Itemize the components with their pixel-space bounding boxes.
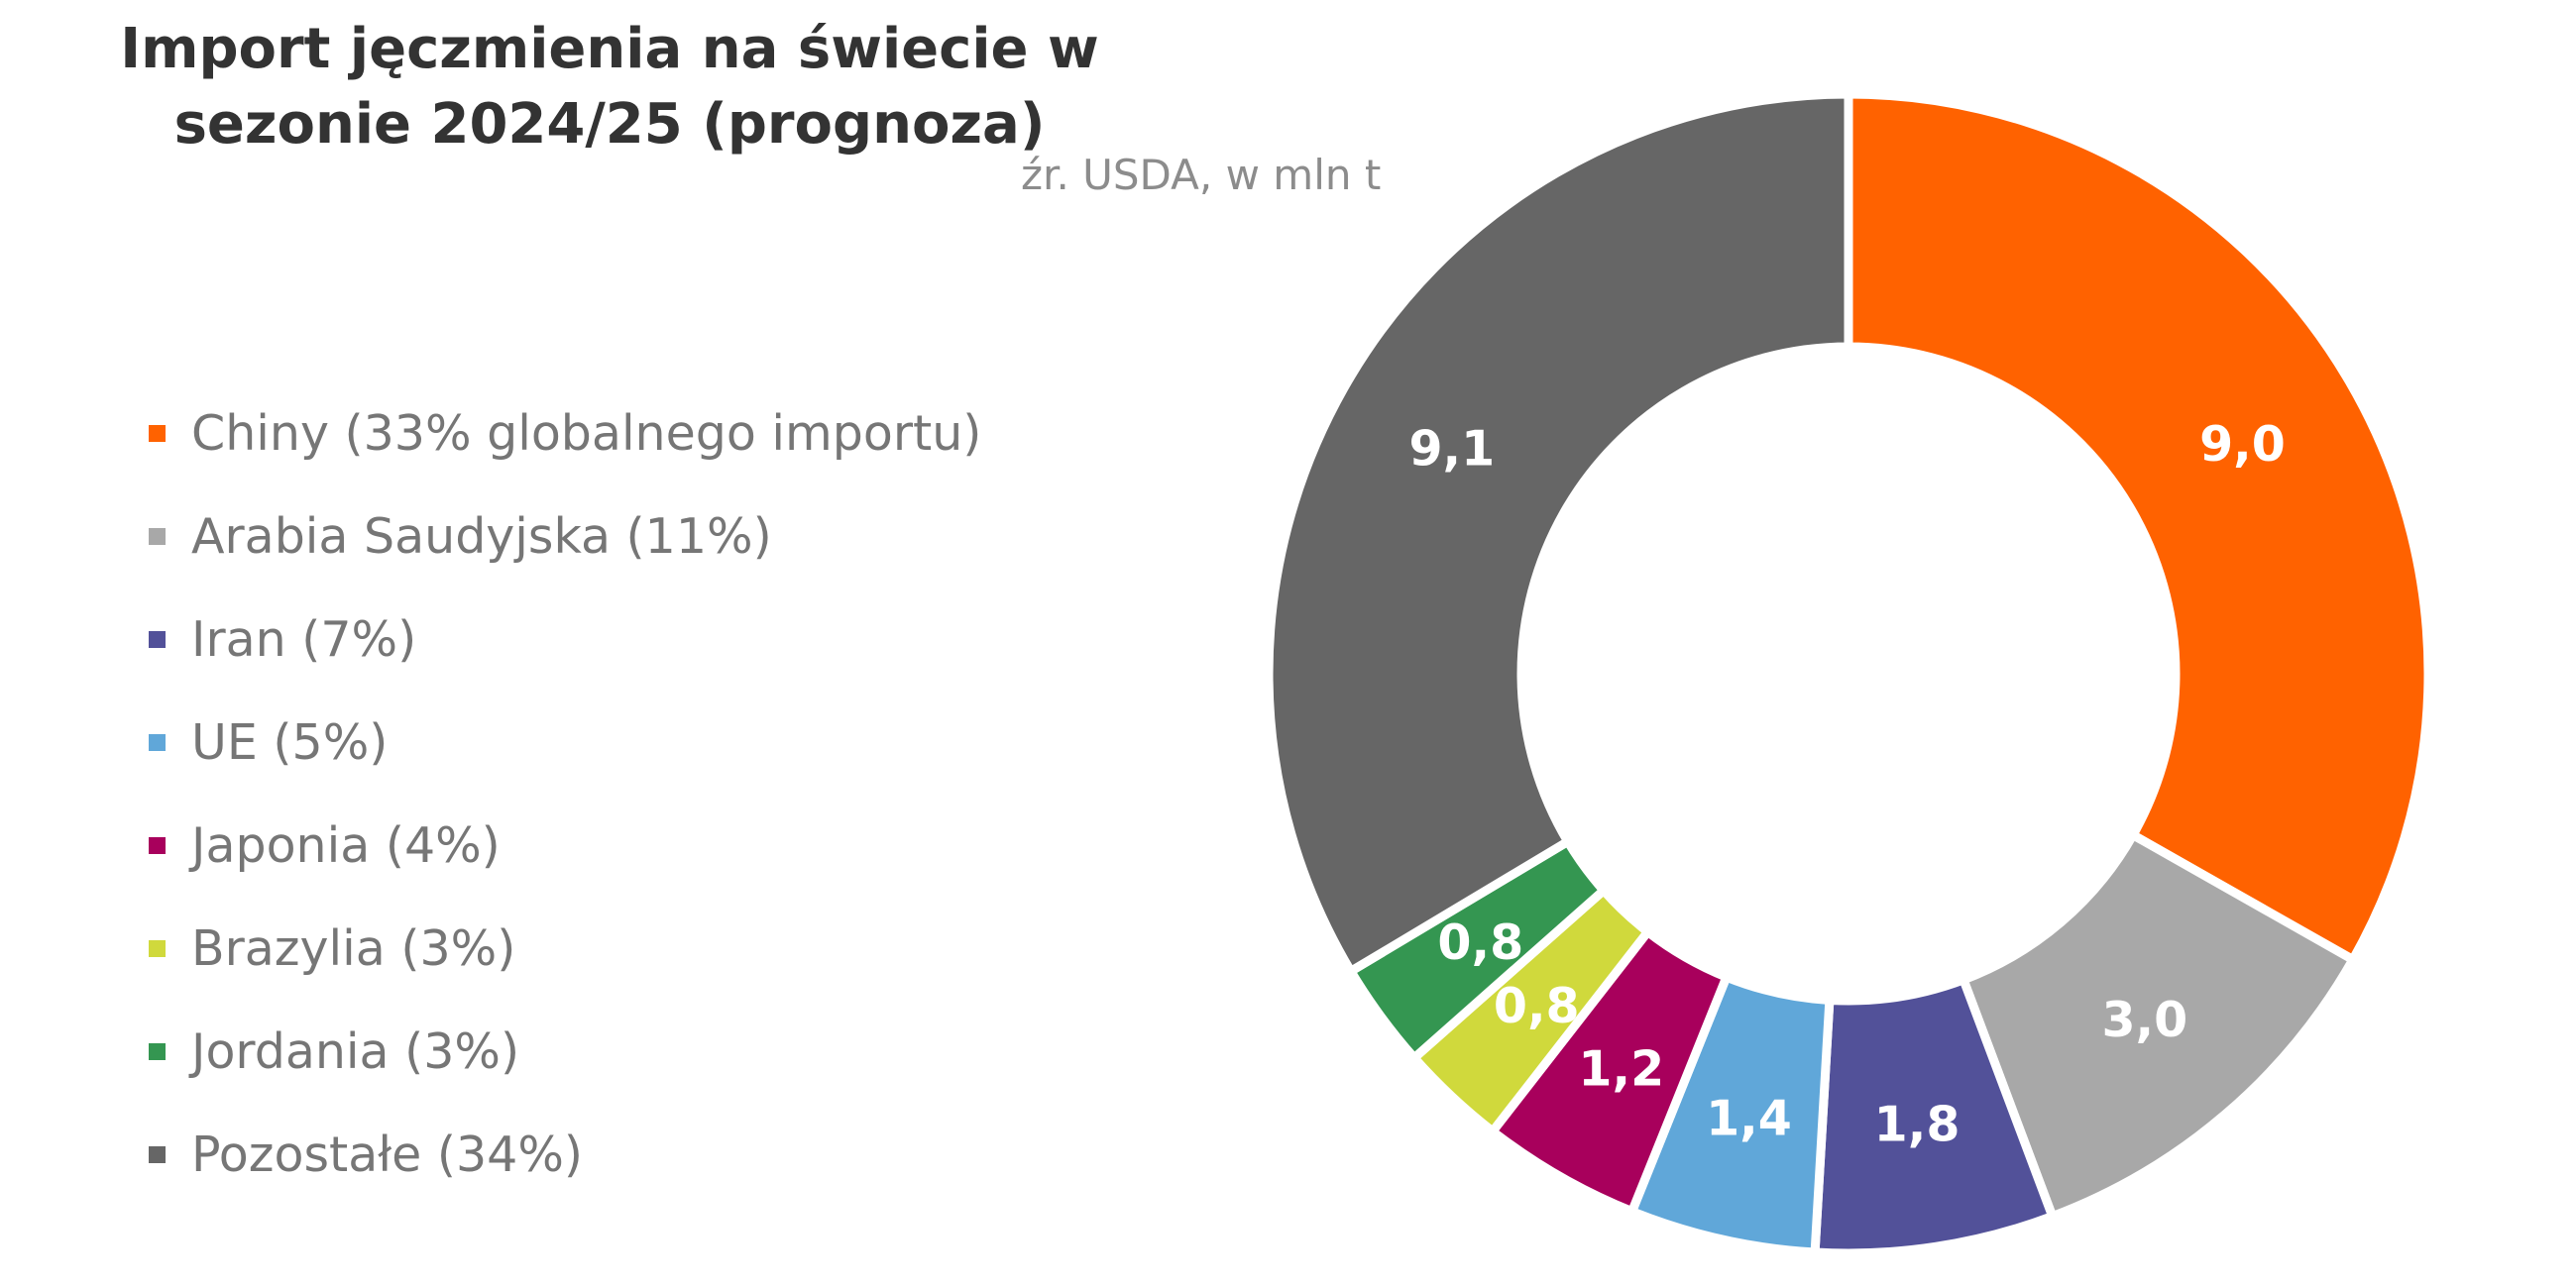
data-label: 9,1 <box>1408 421 1495 478</box>
legend-swatch <box>149 939 166 957</box>
legend-swatch <box>149 733 166 751</box>
legend-item: UE (5%) <box>149 691 981 794</box>
legend-label: Japonia (4%) <box>191 816 501 874</box>
legend-label: Brazylia (3%) <box>191 919 516 977</box>
legend-item: Pozostałe (34%) <box>149 1103 981 1206</box>
chart-subtitle: źr. USDA, w mln t <box>1021 151 1382 199</box>
data-label: 0,8 <box>1437 914 1523 971</box>
legend-label: Chiny (33% globalnego importu) <box>191 404 982 462</box>
legend-swatch <box>149 836 166 854</box>
legend-swatch <box>149 630 166 648</box>
legend-label: Iran (7%) <box>191 610 417 668</box>
legend-swatch <box>149 424 166 442</box>
legend-label: UE (5%) <box>191 713 389 771</box>
donut-slice <box>1844 89 2433 966</box>
legend-swatch <box>149 527 166 545</box>
data-label: 0,8 <box>1494 978 1580 1034</box>
legend: Chiny (33% globalnego importu) Arabia Sau… <box>149 381 981 1206</box>
legend-item: Jordania (3%) <box>149 1000 981 1103</box>
legend-label: Jordania (3%) <box>191 1022 520 1080</box>
legend-item: Japonia (4%) <box>149 794 981 897</box>
legend-item: Iran (7%) <box>149 588 981 691</box>
legend-swatch <box>149 1042 166 1060</box>
donut-slice <box>1958 828 2360 1223</box>
legend-item: Chiny (33% globalnego importu) <box>149 381 981 484</box>
data-label: 1,8 <box>1874 1096 1960 1152</box>
data-label: 1,2 <box>1578 1040 1664 1097</box>
legend-item: Brazylia (3%) <box>149 897 981 1000</box>
chart-title: Import jęczmienia na świecie w sezonie 2… <box>120 17 1099 157</box>
legend-label: Pozostałe (34%) <box>191 1126 584 1183</box>
data-label: 1,4 <box>1706 1090 1792 1146</box>
data-label: 9,0 <box>2199 416 2286 473</box>
donut-slice <box>1264 89 1853 978</box>
data-label: 3,0 <box>2101 992 2187 1048</box>
legend-item: Arabia Saudyjska (11%) <box>149 484 981 588</box>
legend-label: Arabia Saudyjska (11%) <box>191 507 772 565</box>
legend-swatch <box>149 1145 166 1163</box>
